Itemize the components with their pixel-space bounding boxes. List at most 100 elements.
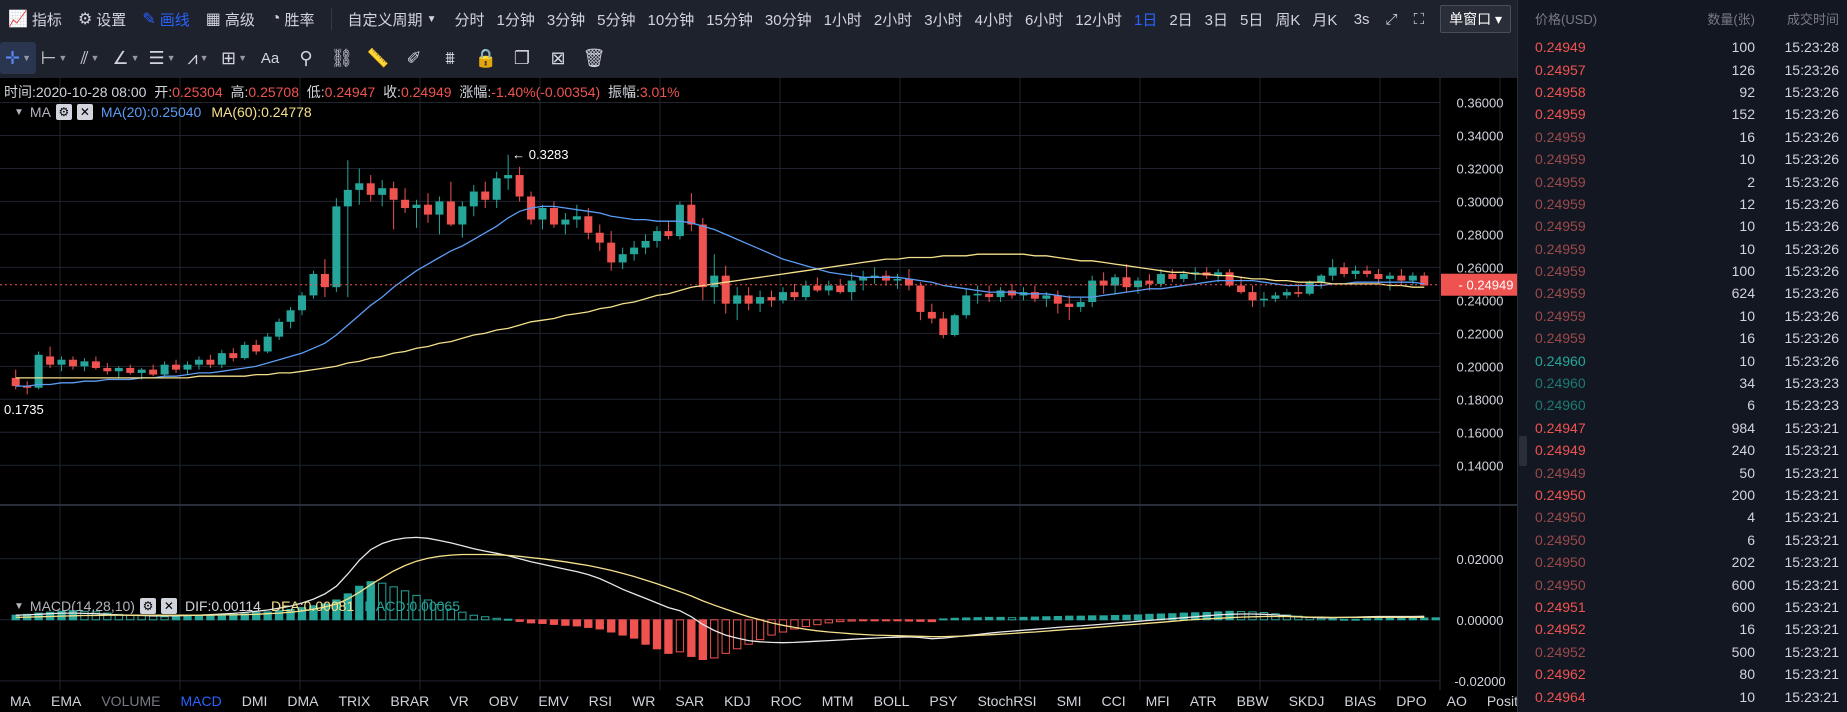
- macd-hist-bar: [423, 599, 433, 621]
- indicator-rsi[interactable]: RSI: [588, 693, 613, 709]
- horizontal-line-tool[interactable]: ⊢ ▼: [36, 42, 72, 74]
- lock-drawing-tool[interactable]: ⛓: [324, 42, 360, 74]
- settings-button[interactable]: ⚙ 设置: [77, 11, 127, 29]
- gear-icon[interactable]: ⚙: [55, 104, 72, 120]
- candle-body: [355, 183, 364, 190]
- indicator-skdj[interactable]: SKDJ: [1288, 693, 1325, 709]
- candle-body: [607, 242, 616, 263]
- period-11[interactable]: 6小时: [1024, 11, 1064, 29]
- indicator-dmi[interactable]: DMI: [241, 693, 268, 709]
- indicator-macd[interactable]: MACD: [180, 693, 222, 709]
- refresh-interval[interactable]: 3s: [1353, 10, 1370, 28]
- indicator-obv[interactable]: OBV: [488, 693, 519, 709]
- splitter-handle[interactable]: [1519, 436, 1527, 466]
- trade-price: 0.24960: [1535, 352, 1586, 369]
- period-15[interactable]: 3日: [1204, 11, 1229, 29]
- indicator-ema[interactable]: EMA: [51, 693, 82, 709]
- expand-icon[interactable]: ⤢: [1385, 10, 1398, 28]
- indicator-volume[interactable]: VOLUME: [101, 693, 161, 709]
- period-1[interactable]: 1分钟: [496, 11, 535, 29]
- magnet-tool[interactable]: ⚲: [288, 42, 324, 74]
- period-5[interactable]: 15分钟: [706, 11, 753, 29]
- indicator-boll[interactable]: BOLL: [873, 693, 910, 709]
- indicator-psy[interactable]: PSY: [929, 693, 958, 709]
- indicator-brar[interactable]: BRAR: [390, 693, 430, 709]
- copy-tool[interactable]: ❐: [504, 42, 540, 74]
- candle-body: [1237, 285, 1246, 293]
- indicator-roc[interactable]: ROC: [770, 693, 802, 709]
- indicator-position[interactable]: Position: [1486, 693, 1517, 709]
- delete-tool[interactable]: 🗑: [576, 42, 612, 74]
- indicator-atr[interactable]: ATR: [1189, 693, 1217, 709]
- macd-hist-bar: [1339, 618, 1349, 621]
- pattern-tool[interactable]: ⩩: [432, 42, 468, 74]
- indicator-emv[interactable]: EMV: [538, 693, 569, 709]
- gear-icon[interactable]: ⚙: [139, 598, 156, 614]
- indicator-smi[interactable]: SMI: [1056, 693, 1082, 709]
- period-4[interactable]: 10分钟: [647, 11, 695, 29]
- period-10[interactable]: 4小时: [974, 11, 1013, 29]
- winrate-button[interactable]: ◔ 胜率: [270, 10, 315, 29]
- macd-hist-bar: [1179, 612, 1188, 621]
- indicator-cci[interactable]: CCI: [1101, 693, 1126, 709]
- period-7[interactable]: 1小时: [823, 11, 862, 29]
- eraser-tool[interactable]: 📏: [360, 42, 396, 74]
- macd-hist-bar: [1122, 614, 1131, 621]
- indicator-trix[interactable]: TRIX: [338, 693, 371, 709]
- indicator-vr[interactable]: VR: [449, 693, 469, 709]
- period-14[interactable]: 2日: [1169, 11, 1193, 29]
- indicators-button[interactable]: 📈 指标: [8, 11, 62, 29]
- candle-body: [836, 285, 845, 293]
- period-2[interactable]: 3分钟: [546, 11, 586, 29]
- lock-tool[interactable]: 🔒: [468, 42, 504, 74]
- advanced-button[interactable]: ▦ 高级: [205, 11, 255, 29]
- hide-tool[interactable]: ⊠: [540, 42, 576, 74]
- indicator-mtm[interactable]: MTM: [821, 693, 854, 709]
- trade-row: 0.24950 600 15:23:21: [1527, 573, 1847, 595]
- trend-line-tool[interactable]: ⫽ ▼: [72, 42, 108, 74]
- indicator-bias[interactable]: BIAS: [1344, 693, 1377, 709]
- window-mode-dropdown[interactable]: 单窗口 ▾: [1440, 5, 1511, 33]
- fib-tool[interactable]: ☰ ▼: [144, 42, 180, 74]
- period-8[interactable]: 2小时: [873, 11, 913, 29]
- trade-time: 15:23:21: [1784, 442, 1840, 459]
- macd-hist-bar: [217, 614, 227, 621]
- candle-body: [813, 285, 822, 291]
- period-6[interactable]: 30分钟: [764, 11, 812, 29]
- collapse-caret-icon[interactable]: ▼: [14, 106, 24, 118]
- angle-tool[interactable]: ∠ ▼: [108, 42, 144, 74]
- price-chart[interactable]: 0.36000 0.34000 0.32000 0.30000 0.28000 0.260…: [0, 78, 1517, 690]
- indicator-ma[interactable]: MA: [10, 693, 31, 709]
- close-icon[interactable]: ✕: [160, 598, 177, 614]
- text-tool[interactable]: Aa: [252, 42, 288, 74]
- panel-splitter[interactable]: [1517, 0, 1527, 712]
- crosshair-tool[interactable]: ✛ ▼: [0, 42, 36, 74]
- macd-hist-bar: [503, 618, 513, 621]
- brush-tool[interactable]: ✐: [396, 42, 432, 74]
- collapse-caret-icon[interactable]: ▼: [14, 600, 24, 612]
- period-13[interactable]: 1日: [1133, 11, 1158, 29]
- indicator-sar[interactable]: SAR: [675, 693, 705, 709]
- fullscreen-icon[interactable]: ⛶: [1413, 10, 1425, 28]
- macd-hist-bar: [1385, 617, 1395, 621]
- indicator-bbw[interactable]: BBW: [1236, 693, 1269, 709]
- indicator-ao[interactable]: AO: [1446, 693, 1467, 709]
- indicator-wr[interactable]: WR: [632, 693, 656, 709]
- custom-period-dropdown[interactable]: 自定义周期 ▼: [347, 11, 437, 29]
- indicator-mfi[interactable]: MFI: [1145, 693, 1170, 709]
- indicator-dpo[interactable]: DPO: [1396, 693, 1427, 709]
- draw-button[interactable]: ✎ 画线: [142, 11, 190, 29]
- indicator-stochrsi[interactable]: StochRSI: [977, 693, 1037, 709]
- close-icon[interactable]: ✕: [76, 104, 93, 120]
- period-18[interactable]: 月K: [1312, 11, 1338, 29]
- wave-tool[interactable]: ⩘ ▼: [180, 42, 216, 74]
- period-12[interactable]: 12小时: [1075, 11, 1122, 29]
- period-16[interactable]: 5日: [1240, 11, 1264, 29]
- indicator-dma[interactable]: DMA: [287, 693, 319, 709]
- indicator-kdj[interactable]: KDJ: [724, 693, 751, 709]
- period-17[interactable]: 周K: [1275, 11, 1301, 29]
- period-3[interactable]: 5分钟: [597, 11, 636, 29]
- measure-tool[interactable]: ⊞ ▼: [216, 42, 252, 74]
- period-0[interactable]: 分时: [454, 11, 485, 29]
- period-9[interactable]: 3小时: [924, 11, 963, 29]
